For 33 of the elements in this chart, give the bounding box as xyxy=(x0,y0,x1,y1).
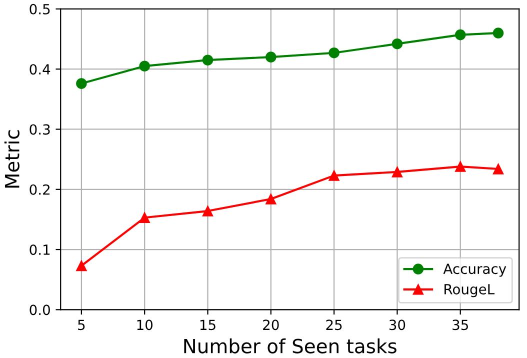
x-tick-label: 30 xyxy=(389,320,406,330)
point xyxy=(266,52,276,62)
x-tick-label: 15 xyxy=(200,320,216,330)
x-tick-label: 20 xyxy=(263,320,279,330)
point xyxy=(139,60,150,72)
y-tick-label: 0.4 xyxy=(30,64,50,75)
y-tick-label: 0.3 xyxy=(30,124,50,135)
point xyxy=(492,28,504,38)
point xyxy=(76,78,87,89)
point xyxy=(392,38,403,50)
point xyxy=(76,260,87,272)
point xyxy=(266,194,276,204)
point xyxy=(202,54,214,66)
legend-label: RougeL xyxy=(444,284,495,298)
point xyxy=(454,161,466,172)
y-tick-label: 0.0 xyxy=(30,304,50,316)
x-tick-label: 25 xyxy=(326,320,342,330)
y-tick-label: 0.1 xyxy=(30,244,50,255)
x-tick-label: 35 xyxy=(452,320,468,330)
y-tick-label: 0.5 xyxy=(30,4,50,14)
y-tick-label: 0.2 xyxy=(30,184,50,195)
point xyxy=(492,164,504,174)
x-axis-title: Number of Seen tasks xyxy=(184,338,396,354)
x-tick-label: 5 xyxy=(78,320,85,330)
point xyxy=(392,166,403,178)
y-axis-title: Metric xyxy=(4,130,20,188)
legend-label: Accuracy xyxy=(443,264,506,277)
point xyxy=(328,170,340,181)
point xyxy=(454,29,466,40)
point xyxy=(328,47,340,58)
x-tick-label: 10 xyxy=(137,320,153,330)
point xyxy=(139,212,150,224)
point xyxy=(202,206,214,216)
